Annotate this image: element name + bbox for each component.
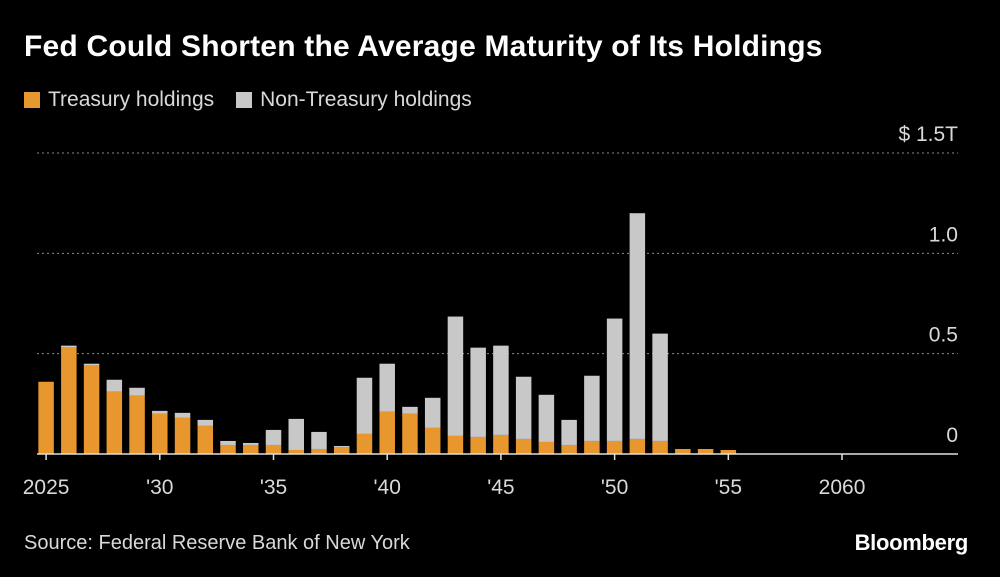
bar-treasury-2051 — [629, 438, 646, 454]
bar-treasury-2026 — [61, 347, 77, 454]
x-tick-label-2025: 2025 — [23, 476, 70, 499]
bar-non-treasury-2041 — [402, 406, 418, 414]
bar-non-treasury-2026 — [61, 345, 77, 348]
bar-non-treasury-2044 — [470, 347, 486, 437]
bloomberg-logo: Bloomberg — [854, 530, 969, 555]
bar-non-treasury-2032 — [197, 419, 214, 426]
bar-treasury-2040 — [379, 411, 395, 454]
y-tick-label-0: 0 — [946, 424, 958, 447]
bar-treasury-2034 — [243, 444, 259, 454]
bar-non-treasury-2028 — [106, 379, 123, 392]
bar-treasury-2045 — [493, 434, 509, 454]
bar-non-treasury-2051 — [629, 213, 646, 439]
bar-non-treasury-2037 — [311, 431, 327, 449]
bar-treasury-2054 — [697, 448, 714, 454]
bar-treasury-2053 — [675, 448, 691, 454]
y-tick-label-2: 1.0 — [929, 223, 958, 246]
legend-item-non-treasury: Non-Treasury holdings — [236, 88, 472, 112]
bar-treasury-2025 — [38, 381, 54, 454]
bar-non-treasury-2027 — [83, 363, 100, 366]
bar-non-treasury-2052 — [652, 333, 668, 441]
bar-non-treasury-2029 — [129, 387, 145, 396]
x-tick-label-2030: '30 — [146, 476, 173, 499]
bar-treasury-2039 — [356, 433, 373, 454]
bar-treasury-2055 — [720, 449, 737, 454]
bar-non-treasury-2046 — [515, 376, 532, 439]
bar-treasury-2033 — [220, 444, 236, 454]
source-note: Source: Federal Reserve Bank of New York — [24, 532, 410, 554]
legend-label-non-treasury: Non-Treasury holdings — [260, 88, 472, 111]
bar-non-treasury-2036 — [288, 418, 304, 450]
bar-non-treasury-2031 — [174, 412, 191, 418]
legend-swatch-treasury — [24, 92, 40, 108]
bar-treasury-2027 — [83, 365, 100, 454]
bar-non-treasury-2049 — [584, 375, 600, 441]
bar-treasury-2032 — [197, 425, 214, 454]
bar-non-treasury-2038 — [333, 445, 350, 447]
bar-treasury-2041 — [402, 413, 418, 454]
bar-treasury-2047 — [538, 441, 555, 454]
bar-non-treasury-2035 — [265, 429, 282, 445]
x-tick-label-2060: 2060 — [819, 476, 866, 499]
bar-treasury-2049 — [584, 440, 600, 454]
bar-non-treasury-2039 — [356, 377, 373, 434]
bar-non-treasury-2034 — [243, 442, 259, 445]
bar-non-treasury-2030 — [152, 410, 168, 414]
bar-non-treasury-2033 — [220, 440, 236, 445]
legend-item-treasury: Treasury holdings — [24, 88, 214, 112]
x-tick-label-2045: '45 — [487, 476, 514, 499]
bar-treasury-2030 — [152, 413, 168, 454]
bar-treasury-2044 — [470, 436, 486, 454]
chart-title: Fed Could Shorten the Average Maturity o… — [24, 30, 823, 63]
bar-treasury-2038 — [333, 446, 350, 454]
y-tick-label-1: 0.5 — [929, 324, 958, 347]
bar-treasury-2050 — [606, 440, 623, 454]
legend-label-treasury: Treasury holdings — [48, 88, 215, 111]
x-tick-label-2035: '35 — [260, 476, 287, 499]
bar-treasury-2028 — [106, 391, 123, 454]
bar-treasury-2037 — [311, 448, 327, 454]
bar-treasury-2035 — [265, 444, 282, 454]
bar-treasury-2042 — [424, 427, 441, 454]
bar-non-treasury-2040 — [379, 363, 395, 412]
bar-treasury-2048 — [561, 444, 577, 454]
x-tick-label-2050: '50 — [601, 476, 628, 499]
bar-non-treasury-2047 — [538, 394, 555, 442]
bar-treasury-2036 — [288, 449, 304, 454]
bar-non-treasury-2042 — [424, 397, 441, 428]
bar-treasury-2029 — [129, 395, 145, 454]
bar-treasury-2052 — [652, 440, 668, 454]
legend-swatch-non-treasury — [236, 92, 253, 108]
bar-non-treasury-2048 — [561, 419, 577, 445]
bar-treasury-2046 — [515, 438, 532, 454]
x-tick-label-2040: '40 — [374, 476, 401, 499]
bar-non-treasury-2050 — [606, 318, 623, 441]
legend: Treasury holdings Non-Treasury holdings — [24, 88, 494, 112]
bar-treasury-2031 — [174, 417, 191, 454]
x-tick-label-2055: '55 — [715, 476, 742, 499]
y-tick-label-3: $ 1.5T — [898, 123, 958, 146]
bar-non-treasury-2045 — [493, 345, 509, 435]
bar-non-treasury-2043 — [447, 316, 464, 436]
bar-treasury-2043 — [447, 435, 464, 454]
